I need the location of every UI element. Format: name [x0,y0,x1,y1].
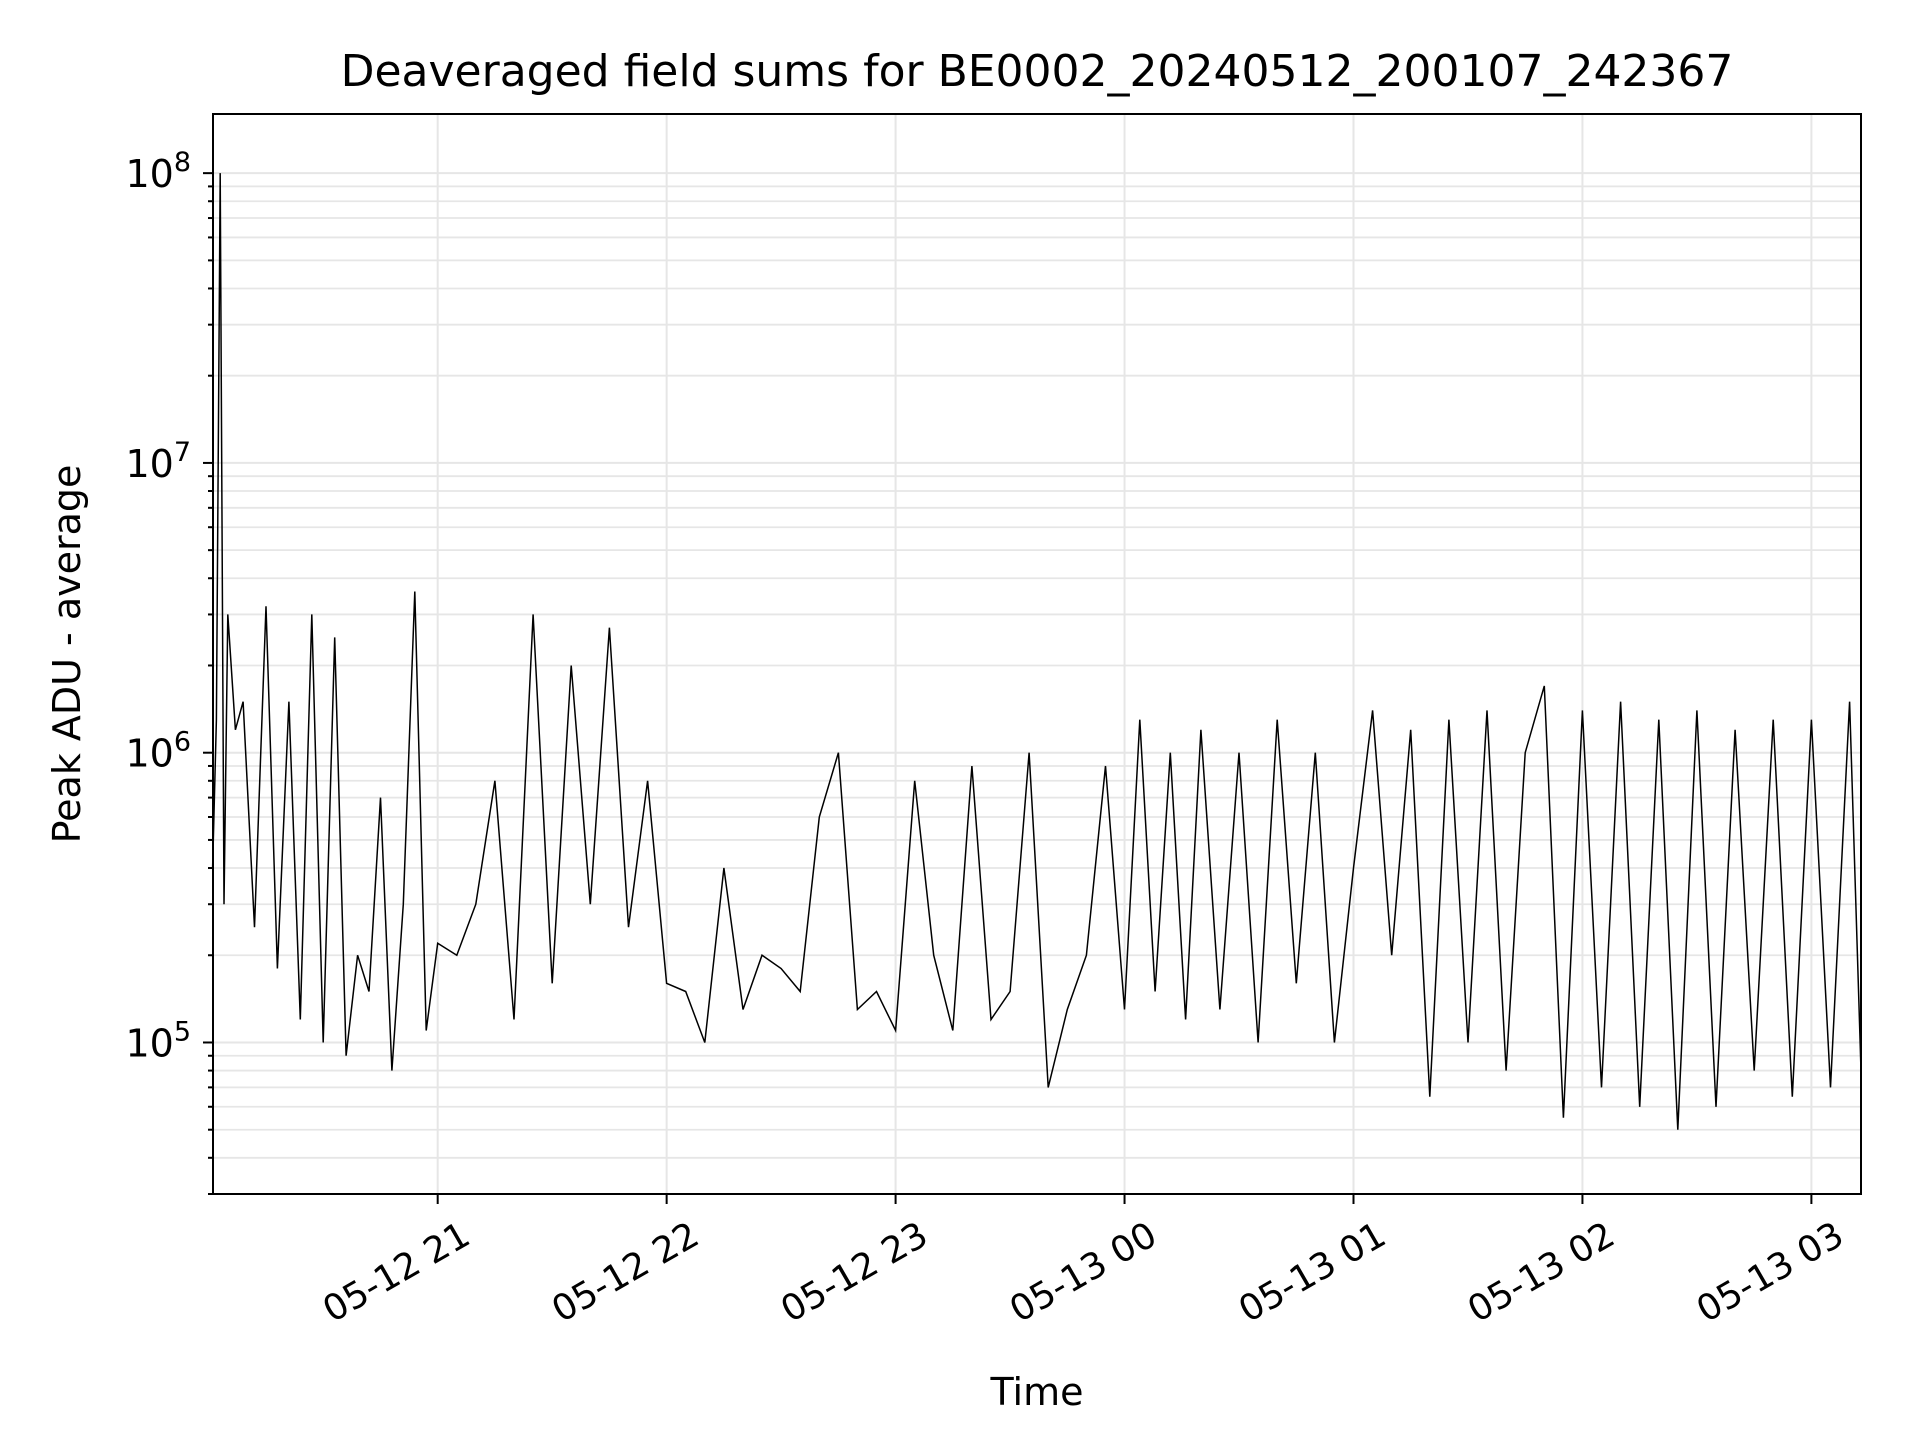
y-axis-label: Peak ADU - average [45,465,89,844]
y-tick-label: 108 [125,147,191,196]
chart-title: Deaveraged field sums for BE0002_2024051… [341,46,1734,97]
x-axis-label: Time [990,1370,1084,1414]
y-tick-label: 105 [125,1016,191,1065]
series-line [211,173,1862,1130]
y-tick-label: 106 [125,727,191,776]
plot-frame [212,113,1862,1195]
y-tick-label: 107 [125,437,191,486]
series-layer [211,173,1862,1130]
